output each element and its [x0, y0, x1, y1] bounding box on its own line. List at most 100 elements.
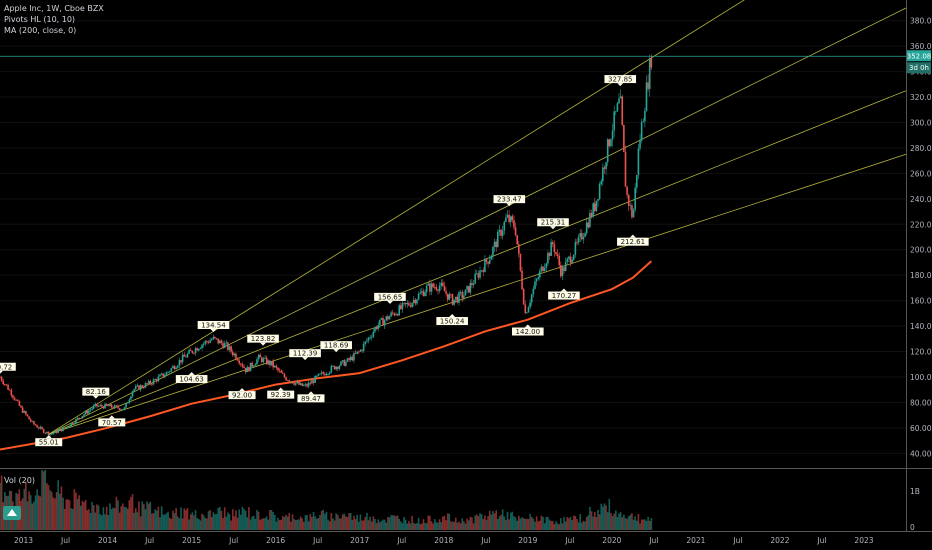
legend-symbol[interactable]: Apple Inc, 1W, Cboe BZX	[4, 4, 104, 13]
candle-body	[209, 340, 211, 343]
volume-tick-label: 1B	[910, 487, 920, 496]
candle-body	[181, 354, 184, 363]
volume-bar	[495, 510, 497, 530]
volume-bar	[400, 521, 402, 530]
candle-body	[519, 253, 522, 271]
time-axis[interactable]: 2013 Jul 2014 Jul 2015 Jul 2016 Jul 2017 Jul 2018 J…	[14, 536, 874, 545]
fan-line	[48, 153, 907, 435]
volume-bar	[555, 521, 557, 530]
volume-bar	[393, 515, 396, 530]
pivot-label: 142.00	[516, 328, 541, 336]
candle-body	[545, 263, 548, 268]
candle-body	[537, 277, 540, 279]
candle-body	[29, 419, 32, 422]
volume-bar	[375, 523, 378, 530]
volume-bar	[361, 520, 363, 530]
candle-body	[456, 296, 459, 303]
volume-bar	[450, 521, 452, 530]
volume-bar	[204, 517, 207, 530]
candle-body	[416, 299, 418, 304]
volume-bar	[527, 518, 530, 530]
candle-body	[518, 244, 520, 254]
candle-body	[354, 352, 357, 354]
price-axis[interactable]: 40.00 60.00 80.00 100.00 120.00 140.00 160.00 1…	[910, 17, 932, 532]
volume-bar	[88, 509, 90, 530]
time-tick-label: 2016	[266, 536, 285, 545]
volume-bar	[454, 517, 457, 530]
candle-body	[437, 289, 439, 291]
candle-body	[122, 409, 124, 411]
volume-bar	[421, 523, 423, 530]
candle-body	[623, 125, 625, 152]
volume-bar	[230, 520, 232, 530]
pivot-label: 82.16	[86, 388, 107, 396]
volume-bar	[254, 518, 257, 530]
volume-bar	[345, 516, 347, 530]
candle-body	[558, 255, 561, 266]
candle-body	[627, 194, 630, 206]
candle-body	[63, 427, 66, 429]
volume-bar	[315, 518, 318, 530]
candle-body	[461, 292, 464, 299]
candle-body	[479, 270, 481, 278]
price-tick-label: 320.00	[910, 93, 932, 102]
candle-body	[390, 312, 392, 317]
candle-body	[91, 408, 93, 410]
candle-body	[102, 406, 105, 409]
volume-bar	[298, 519, 300, 530]
volume-bar	[269, 509, 271, 530]
volume-bar	[560, 518, 562, 530]
volume-bar	[631, 513, 633, 530]
volume-bar	[54, 498, 56, 530]
volume-bar	[353, 515, 355, 530]
volume-bar	[647, 517, 649, 530]
volume-bar	[118, 512, 121, 530]
candle-body	[530, 294, 533, 303]
candle-body	[206, 341, 208, 342]
candle-body	[39, 426, 42, 429]
volume-bar	[307, 521, 310, 530]
candle-body	[307, 382, 310, 387]
legend-ma[interactable]: MA (200, close, 0)	[4, 26, 77, 35]
candle-body	[319, 373, 321, 375]
legend-pivots[interactable]: Pivots HL (10, 10)	[4, 15, 76, 24]
volume-bar	[324, 513, 326, 530]
volume-bar	[490, 514, 493, 530]
volume-bar	[358, 521, 360, 530]
candle-body	[126, 402, 129, 404]
candle-body	[501, 230, 504, 236]
candle-body	[610, 139, 612, 147]
volume-bar	[278, 519, 281, 530]
candle-body	[516, 235, 518, 245]
candle-body	[273, 365, 276, 368]
volume-bar	[474, 515, 476, 530]
volume-bar	[370, 521, 373, 530]
candle-body	[196, 348, 198, 351]
volume-bar	[427, 515, 430, 530]
candle-body	[571, 259, 573, 263]
volume-bar	[610, 513, 612, 530]
volume-bar	[26, 501, 29, 530]
candle-body	[173, 366, 176, 370]
volume-bar	[196, 518, 198, 530]
volume-bar	[518, 515, 520, 530]
candle-body	[388, 316, 391, 320]
pivot-label-box	[548, 291, 580, 300]
volume-legend[interactable]: Vol (20)	[4, 476, 35, 485]
candle-body	[236, 358, 239, 361]
pivot-label-box	[197, 321, 230, 330]
volume-bar	[642, 519, 645, 530]
volume-bar	[537, 521, 540, 530]
candle-body	[619, 96, 622, 99]
candle-body	[446, 293, 449, 300]
tradingview-logo-icon[interactable]	[3, 506, 21, 520]
candle-body	[644, 110, 646, 122]
candle-body	[146, 383, 148, 384]
candle-body	[259, 354, 262, 358]
volume-bar	[272, 512, 274, 530]
volume-bar	[627, 516, 630, 530]
candle-body	[521, 270, 523, 290]
candle-body	[584, 233, 586, 237]
volume-bar	[372, 516, 375, 530]
